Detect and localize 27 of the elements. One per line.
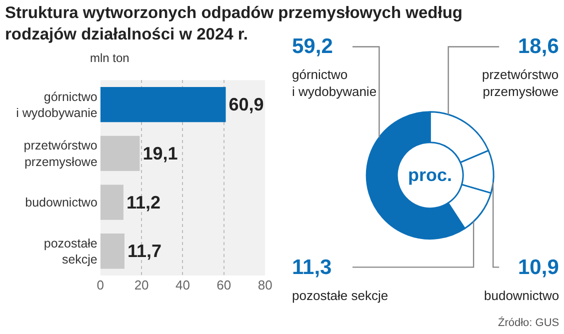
bar <box>100 87 226 122</box>
text: Źródło: GUS <box>498 316 560 329</box>
bar <box>100 136 140 172</box>
x-tick-label: 20 <box>134 278 149 293</box>
slice-label: górnictwo i wydobywanie <box>292 67 377 99</box>
data-label: 19,1 <box>142 143 178 164</box>
data-label: 11,2 <box>126 192 160 212</box>
slice-label: przetwórstwo przemysłowe <box>482 67 559 99</box>
data-label: 18,6 <box>518 35 559 58</box>
y-tick-label: budownictwo <box>25 196 98 210</box>
x-tick-label: 80 <box>258 278 272 293</box>
text: proc. <box>408 165 452 185</box>
data-label: 11,7 <box>127 241 162 262</box>
y-tick-label: pozostałe sekcje <box>44 236 98 267</box>
x-tick-label: 40 <box>176 278 190 293</box>
x-tick-label: 60 <box>216 278 232 293</box>
x-axis-title: mln ton <box>90 51 130 65</box>
data-label: 60,9 <box>228 94 264 115</box>
slice-label: pozostałe sekcje <box>292 288 388 303</box>
x-tick-label: 0 <box>96 278 104 293</box>
data-label: 11,3 <box>292 256 332 279</box>
y-tick-label: przetwórstwo przemysłowe <box>24 138 98 169</box>
y-tick-label: górnictwo i wydobywanie <box>16 90 98 120</box>
slice-label: budownictwo <box>484 288 560 303</box>
data-label: 10,9 <box>518 256 559 279</box>
bar <box>100 184 124 220</box>
bar <box>100 234 124 269</box>
